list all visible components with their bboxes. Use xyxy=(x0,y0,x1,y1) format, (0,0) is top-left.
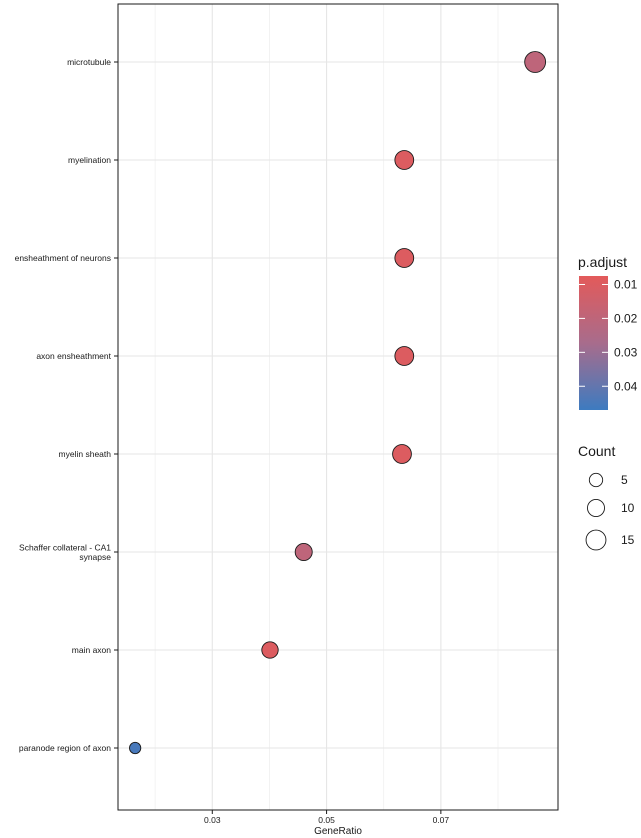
color-legend-label: 0.02 xyxy=(614,311,638,325)
y-tick-label: main axon xyxy=(72,645,111,655)
major-gridlines xyxy=(118,4,558,810)
data-point xyxy=(524,51,547,73)
size-legend-title: Count xyxy=(578,443,615,459)
y-tick-label: microtubule xyxy=(67,57,111,67)
color-legend-label: 0.04 xyxy=(614,379,638,393)
x-tick-label: 0.05 xyxy=(318,815,335,825)
y-tick-label: synapse xyxy=(79,552,111,562)
y-tick-label: myelination xyxy=(68,155,111,165)
color-legend-label: 0.03 xyxy=(614,345,638,359)
data-point xyxy=(392,444,412,464)
x-tick-label: 0.07 xyxy=(433,815,450,825)
y-tick-label: myelin sheath xyxy=(59,449,112,459)
data-point xyxy=(394,346,415,366)
color-legend-bar xyxy=(579,276,608,410)
data-point xyxy=(129,741,142,755)
size-legend-label: 5 xyxy=(621,473,628,487)
minor-gridlines xyxy=(154,4,499,810)
color-legend-ticks: 0.01 0.02 0.03 0.04 xyxy=(579,277,638,393)
size-legend: Count 5 10 15 xyxy=(578,443,635,551)
size-legend-label: 10 xyxy=(621,501,635,515)
y-tick-label: Schaffer collateral - CA1 xyxy=(19,542,111,552)
panel-border xyxy=(117,3,559,811)
data-point xyxy=(394,248,415,268)
x-tick-label: 0.03 xyxy=(204,815,221,825)
y-axis: microtubule myelination ensheathment of ne… xyxy=(15,57,118,753)
y-tick-label: ensheathment of neurons xyxy=(15,253,111,263)
y-tick-label: paranode region of axon xyxy=(19,743,111,753)
color-legend-title: p.adjust xyxy=(578,254,627,270)
size-legend-key xyxy=(587,499,605,517)
plot-panel xyxy=(118,4,558,810)
data-point xyxy=(394,150,415,170)
color-legend-label: 0.01 xyxy=(614,277,638,291)
x-axis: 0.03 0.05 0.07 xyxy=(204,810,449,825)
size-legend-keys: 5 10 15 xyxy=(585,472,635,551)
size-legend-key xyxy=(588,472,604,488)
data-point xyxy=(261,641,279,659)
color-legend: p.adjust 0.01 0.02 0.03 0.04 xyxy=(578,254,638,410)
x-axis-title: GeneRatio xyxy=(314,826,362,837)
size-legend-key xyxy=(585,529,607,551)
data-points xyxy=(129,51,547,755)
size-legend-label: 15 xyxy=(621,533,635,547)
y-tick-label: axon ensheathment xyxy=(36,351,111,361)
data-point xyxy=(294,543,313,561)
